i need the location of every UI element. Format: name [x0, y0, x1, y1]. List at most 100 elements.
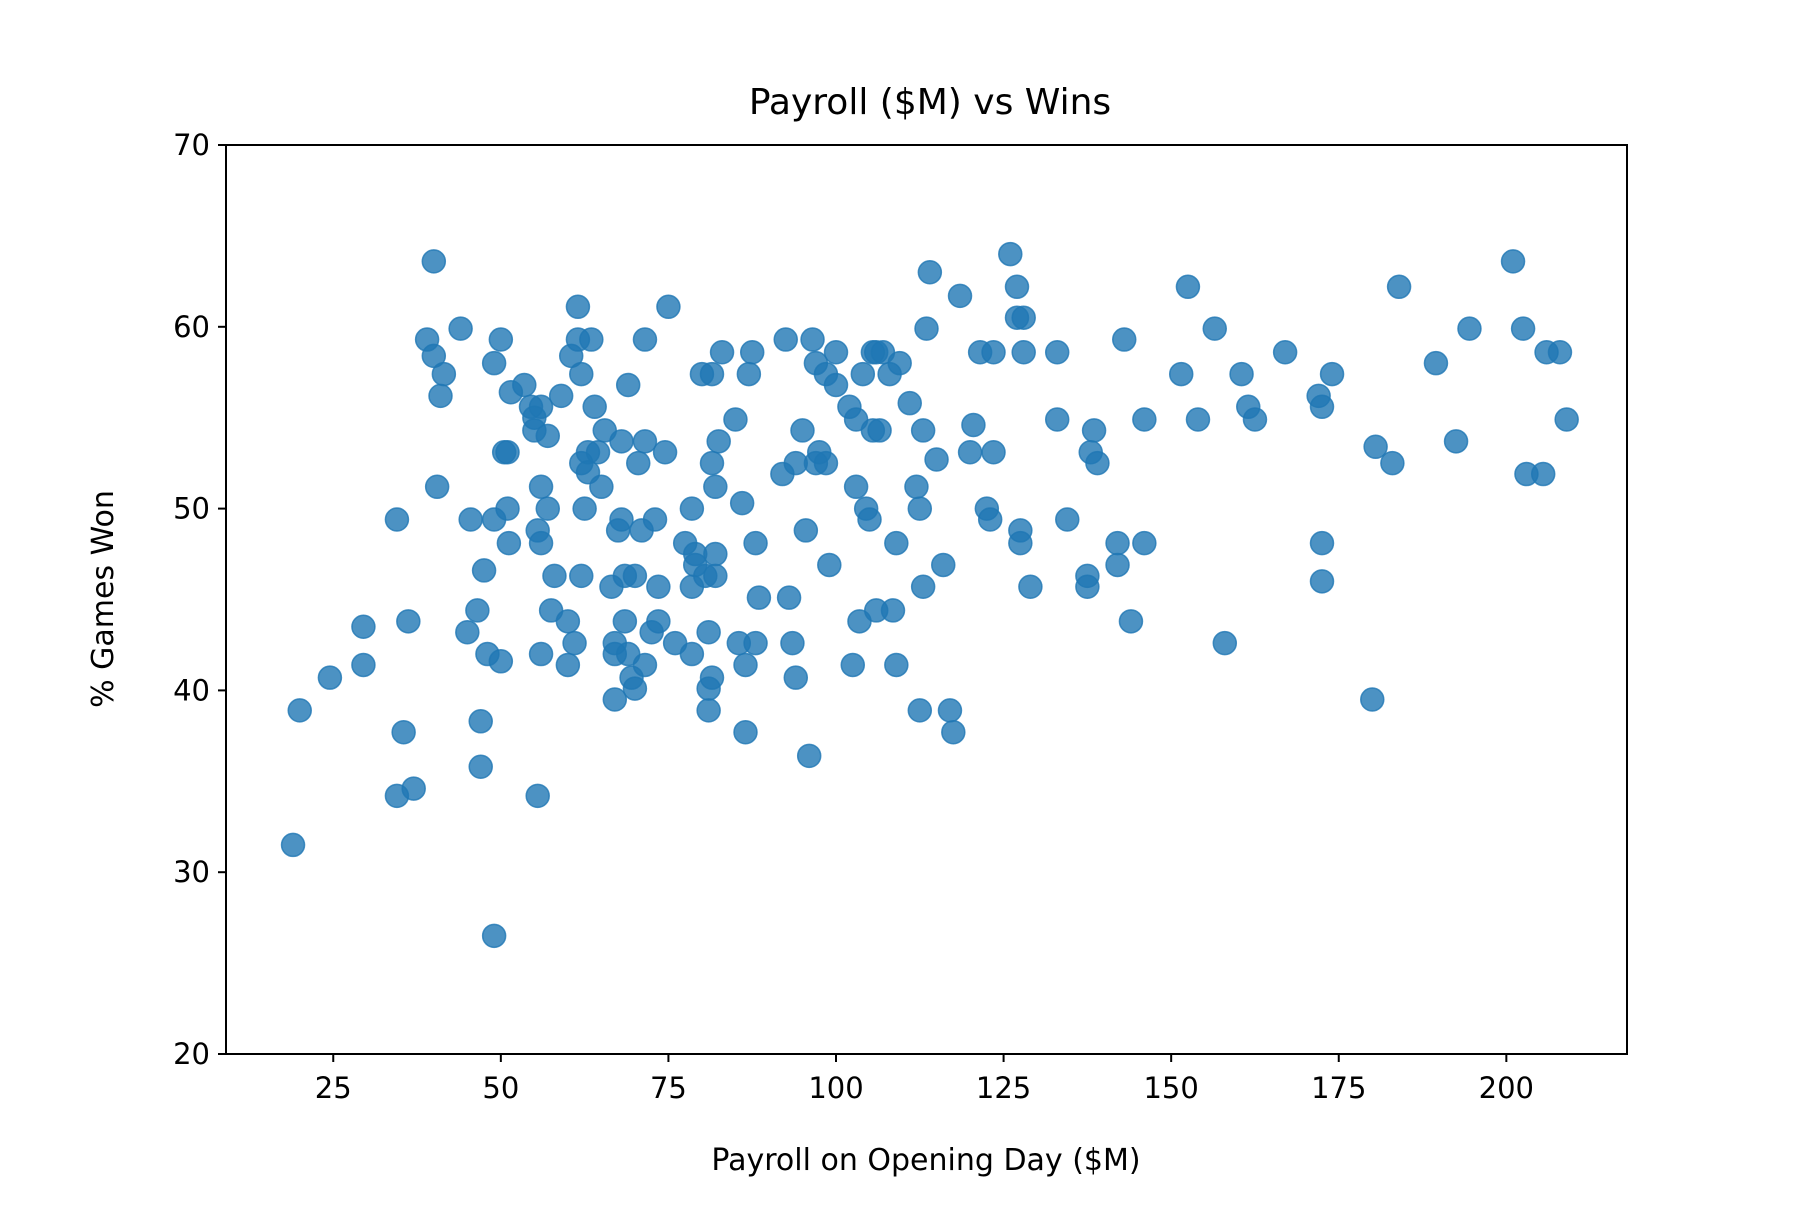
data-point [615, 372, 641, 398]
data-point [1202, 316, 1227, 341]
data-point [780, 630, 805, 656]
data-point [622, 563, 648, 589]
data-point [632, 327, 658, 352]
data-point [723, 407, 748, 432]
x-tick-label: 125 [976, 1071, 1031, 1105]
data-point [733, 719, 758, 745]
data-point [961, 412, 986, 438]
data-point [813, 450, 839, 476]
data-point [743, 630, 768, 656]
data-point [699, 665, 725, 690]
data-point [931, 552, 956, 578]
data-point [703, 541, 728, 567]
data-point [555, 652, 581, 678]
data-point [1011, 340, 1036, 365]
data-point [800, 327, 825, 352]
data-point [384, 507, 410, 532]
data-point [1309, 394, 1335, 420]
data-point [1360, 687, 1385, 712]
data-point [280, 832, 306, 858]
data-point [1309, 530, 1335, 556]
data-point [401, 776, 426, 801]
data-point [897, 390, 922, 416]
data-point [481, 350, 507, 376]
data-point [1500, 249, 1526, 274]
data-point [1547, 340, 1573, 365]
data-point [424, 474, 450, 500]
y-tick-label: 50 [173, 492, 210, 526]
data-point [528, 474, 554, 500]
data-point [317, 665, 343, 690]
data-point [555, 609, 581, 634]
data-point [396, 609, 421, 634]
data-point [914, 316, 939, 341]
data-point [609, 429, 634, 454]
data-point [880, 598, 906, 623]
data-point [542, 563, 567, 589]
data-point [907, 496, 933, 521]
data-point [626, 450, 651, 476]
data-point [1554, 407, 1579, 432]
data-point [696, 619, 721, 645]
data-point [632, 652, 658, 678]
data-point [743, 530, 768, 556]
y-axis: 20 30 40 50 60 70 [173, 128, 226, 1071]
data-point [823, 372, 849, 398]
data-point [579, 327, 604, 352]
data-point [1242, 407, 1268, 432]
data-point [609, 507, 634, 532]
data-point [1132, 530, 1157, 556]
data-point [495, 496, 520, 521]
data-point [884, 530, 909, 556]
data-point [699, 450, 725, 476]
points-layer [280, 241, 1579, 949]
data-point [703, 563, 728, 589]
data-point [1011, 305, 1036, 330]
chart-title: Payroll ($M) vs Wins [749, 82, 1111, 123]
data-point [843, 474, 869, 500]
data-point [1168, 361, 1194, 387]
data-point [1229, 361, 1254, 387]
data-point [468, 709, 493, 734]
data-point [887, 350, 912, 376]
data-point [528, 394, 554, 420]
y-axis-label: % Games Won [86, 490, 121, 708]
data-point [572, 496, 597, 521]
data-point [488, 649, 514, 674]
x-tick-label: 75 [650, 1071, 687, 1105]
data-point [977, 507, 1003, 532]
data-point [602, 687, 628, 712]
data-point [562, 630, 587, 656]
data-point [1510, 316, 1536, 341]
data-point [1380, 450, 1405, 476]
data-point [1443, 429, 1469, 454]
x-tick-label: 100 [808, 1071, 863, 1105]
data-point [957, 439, 983, 465]
data-point [458, 507, 483, 532]
data-point [1008, 530, 1033, 556]
data-point [421, 249, 447, 274]
data-point [569, 563, 594, 589]
data-point [589, 474, 614, 500]
data-point [1185, 407, 1211, 432]
data-point [525, 783, 550, 809]
data-point [569, 361, 594, 387]
data-point [656, 294, 681, 320]
data-point [1085, 450, 1110, 476]
data-point [1319, 361, 1345, 387]
x-tick-label: 150 [1143, 1071, 1198, 1105]
data-point [612, 609, 638, 634]
data-point [736, 361, 762, 387]
data-point [431, 361, 457, 387]
data-point [981, 439, 1006, 465]
data-point [496, 530, 522, 556]
x-axis-label: Payroll on Opening Day ($M) [711, 1143, 1140, 1178]
data-point [790, 418, 815, 443]
data-point [1272, 340, 1298, 365]
data-point [585, 439, 611, 465]
data-point [468, 754, 493, 780]
data-point [495, 439, 520, 465]
data-point [907, 698, 933, 723]
